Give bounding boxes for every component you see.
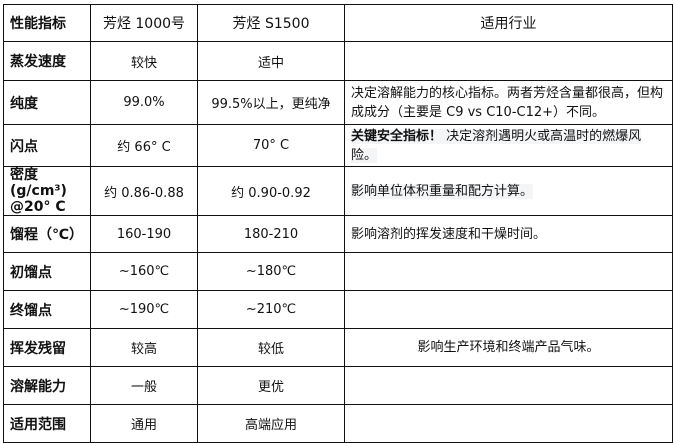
row-label: 终馏点 <box>3 290 91 329</box>
cell-1000: 较高 <box>90 328 198 367</box>
row-label: 溶解能力 <box>3 366 91 405</box>
cell-s1500: 70° C <box>197 124 345 167</box>
table-row: 闪点 约 66° C 70° C 关键安全指标！ 决定溶剂遇明火或高温时的燃爆风… <box>3 124 673 167</box>
cell-s1500: 约 0.90-0.92 <box>197 166 345 216</box>
row-label: 适用范围 <box>3 404 91 443</box>
cell-note <box>344 252 673 291</box>
table-row: 馏程（℃） 160-190 180-210 影响溶剂的挥发速度和干燥时间。 <box>3 215 673 253</box>
row-label: 纯度 <box>3 80 91 125</box>
table-row: 蒸发速度 较快 适中 <box>3 41 673 81</box>
row-label: 初馏点 <box>3 252 91 291</box>
cell-note <box>344 366 673 405</box>
comparison-table: 性能指标 芳烃 1000号 芳烃 S1500 适用行业 蒸发速度 较快 适中 纯… <box>3 4 673 443</box>
cell-s1500: 高端应用 <box>197 404 345 443</box>
row-label: 馏程（℃） <box>3 215 91 253</box>
cell-s1500: 更优 <box>197 366 345 405</box>
cell-s1500: ~210℃ <box>197 290 345 329</box>
header-product-1000: 芳烃 1000号 <box>90 4 198 42</box>
table-row: 初馏点 ~160℃ ~180℃ <box>3 252 673 291</box>
cell-note <box>344 290 673 329</box>
header-product-s1500: 芳烃 S1500 <box>197 4 345 42</box>
cell-1000: 约 66° C <box>90 124 198 167</box>
cell-note: 关键安全指标！ 决定溶剂遇明火或高温时的燃爆风险。 <box>344 124 673 167</box>
row-label: 闪点 <box>3 124 91 167</box>
header-row: 性能指标 芳烃 1000号 芳烃 S1500 适用行业 <box>3 4 673 42</box>
cell-note <box>344 404 673 443</box>
header-metric: 性能指标 <box>3 4 91 42</box>
note-text: 影响单位体积重量和配方计算。 <box>351 183 534 199</box>
cell-s1500: 99.5%以上，更纯净 <box>197 80 345 125</box>
row-label: 密度 (g/cm³) @20° C <box>3 166 91 216</box>
cell-s1500: 适中 <box>197 41 345 81</box>
table-row: 终馏点 ~190℃ ~210℃ <box>3 290 673 329</box>
table-row: 挥发残留 较高 较低 影响生产环境和终端产品气味。 <box>3 328 673 367</box>
row-label: 蒸发速度 <box>3 41 91 81</box>
cell-note: 影响溶剂的挥发速度和干燥时间。 <box>344 215 673 253</box>
cell-1000: 160-190 <box>90 215 198 253</box>
cell-s1500: ~180℃ <box>197 252 345 291</box>
cell-note <box>344 41 673 81</box>
cell-1000: ~190℃ <box>90 290 198 329</box>
cell-note: 影响生产环境和终端产品气味。 <box>344 328 673 367</box>
cell-1000: 一般 <box>90 366 198 405</box>
header-industry: 适用行业 <box>344 4 673 42</box>
cell-1000: 较快 <box>90 41 198 81</box>
cell-s1500: 180-210 <box>197 215 345 253</box>
cell-1000: 99.0% <box>90 80 198 125</box>
table-row: 适用范围 通用 高端应用 <box>3 404 673 443</box>
row-label: 挥发残留 <box>3 328 91 367</box>
table-row: 密度 (g/cm³) @20° C 约 0.86-0.88 约 0.90-0.9… <box>3 166 673 216</box>
table-row: 溶解能力 一般 更优 <box>3 366 673 405</box>
cell-s1500: 较低 <box>197 328 345 367</box>
table-row: 纯度 99.0% 99.5%以上，更纯净 决定溶解能力的核心指标。两者芳烃含量都… <box>3 80 673 125</box>
cell-note: 影响单位体积重量和配方计算。 <box>344 166 673 216</box>
cell-1000: 通用 <box>90 404 198 443</box>
note-emphasis: 关键安全指标！ <box>351 128 443 144</box>
cell-note: 决定溶解能力的核心指标。两者芳烃含量都很高，但构成成分（主要是 C9 vs C1… <box>344 80 673 125</box>
note-text: 决定溶剂遇明火或高温时的燃爆风险。 <box>351 128 642 163</box>
cell-1000: ~160℃ <box>90 252 198 291</box>
cell-1000: 约 0.86-0.88 <box>90 166 198 216</box>
